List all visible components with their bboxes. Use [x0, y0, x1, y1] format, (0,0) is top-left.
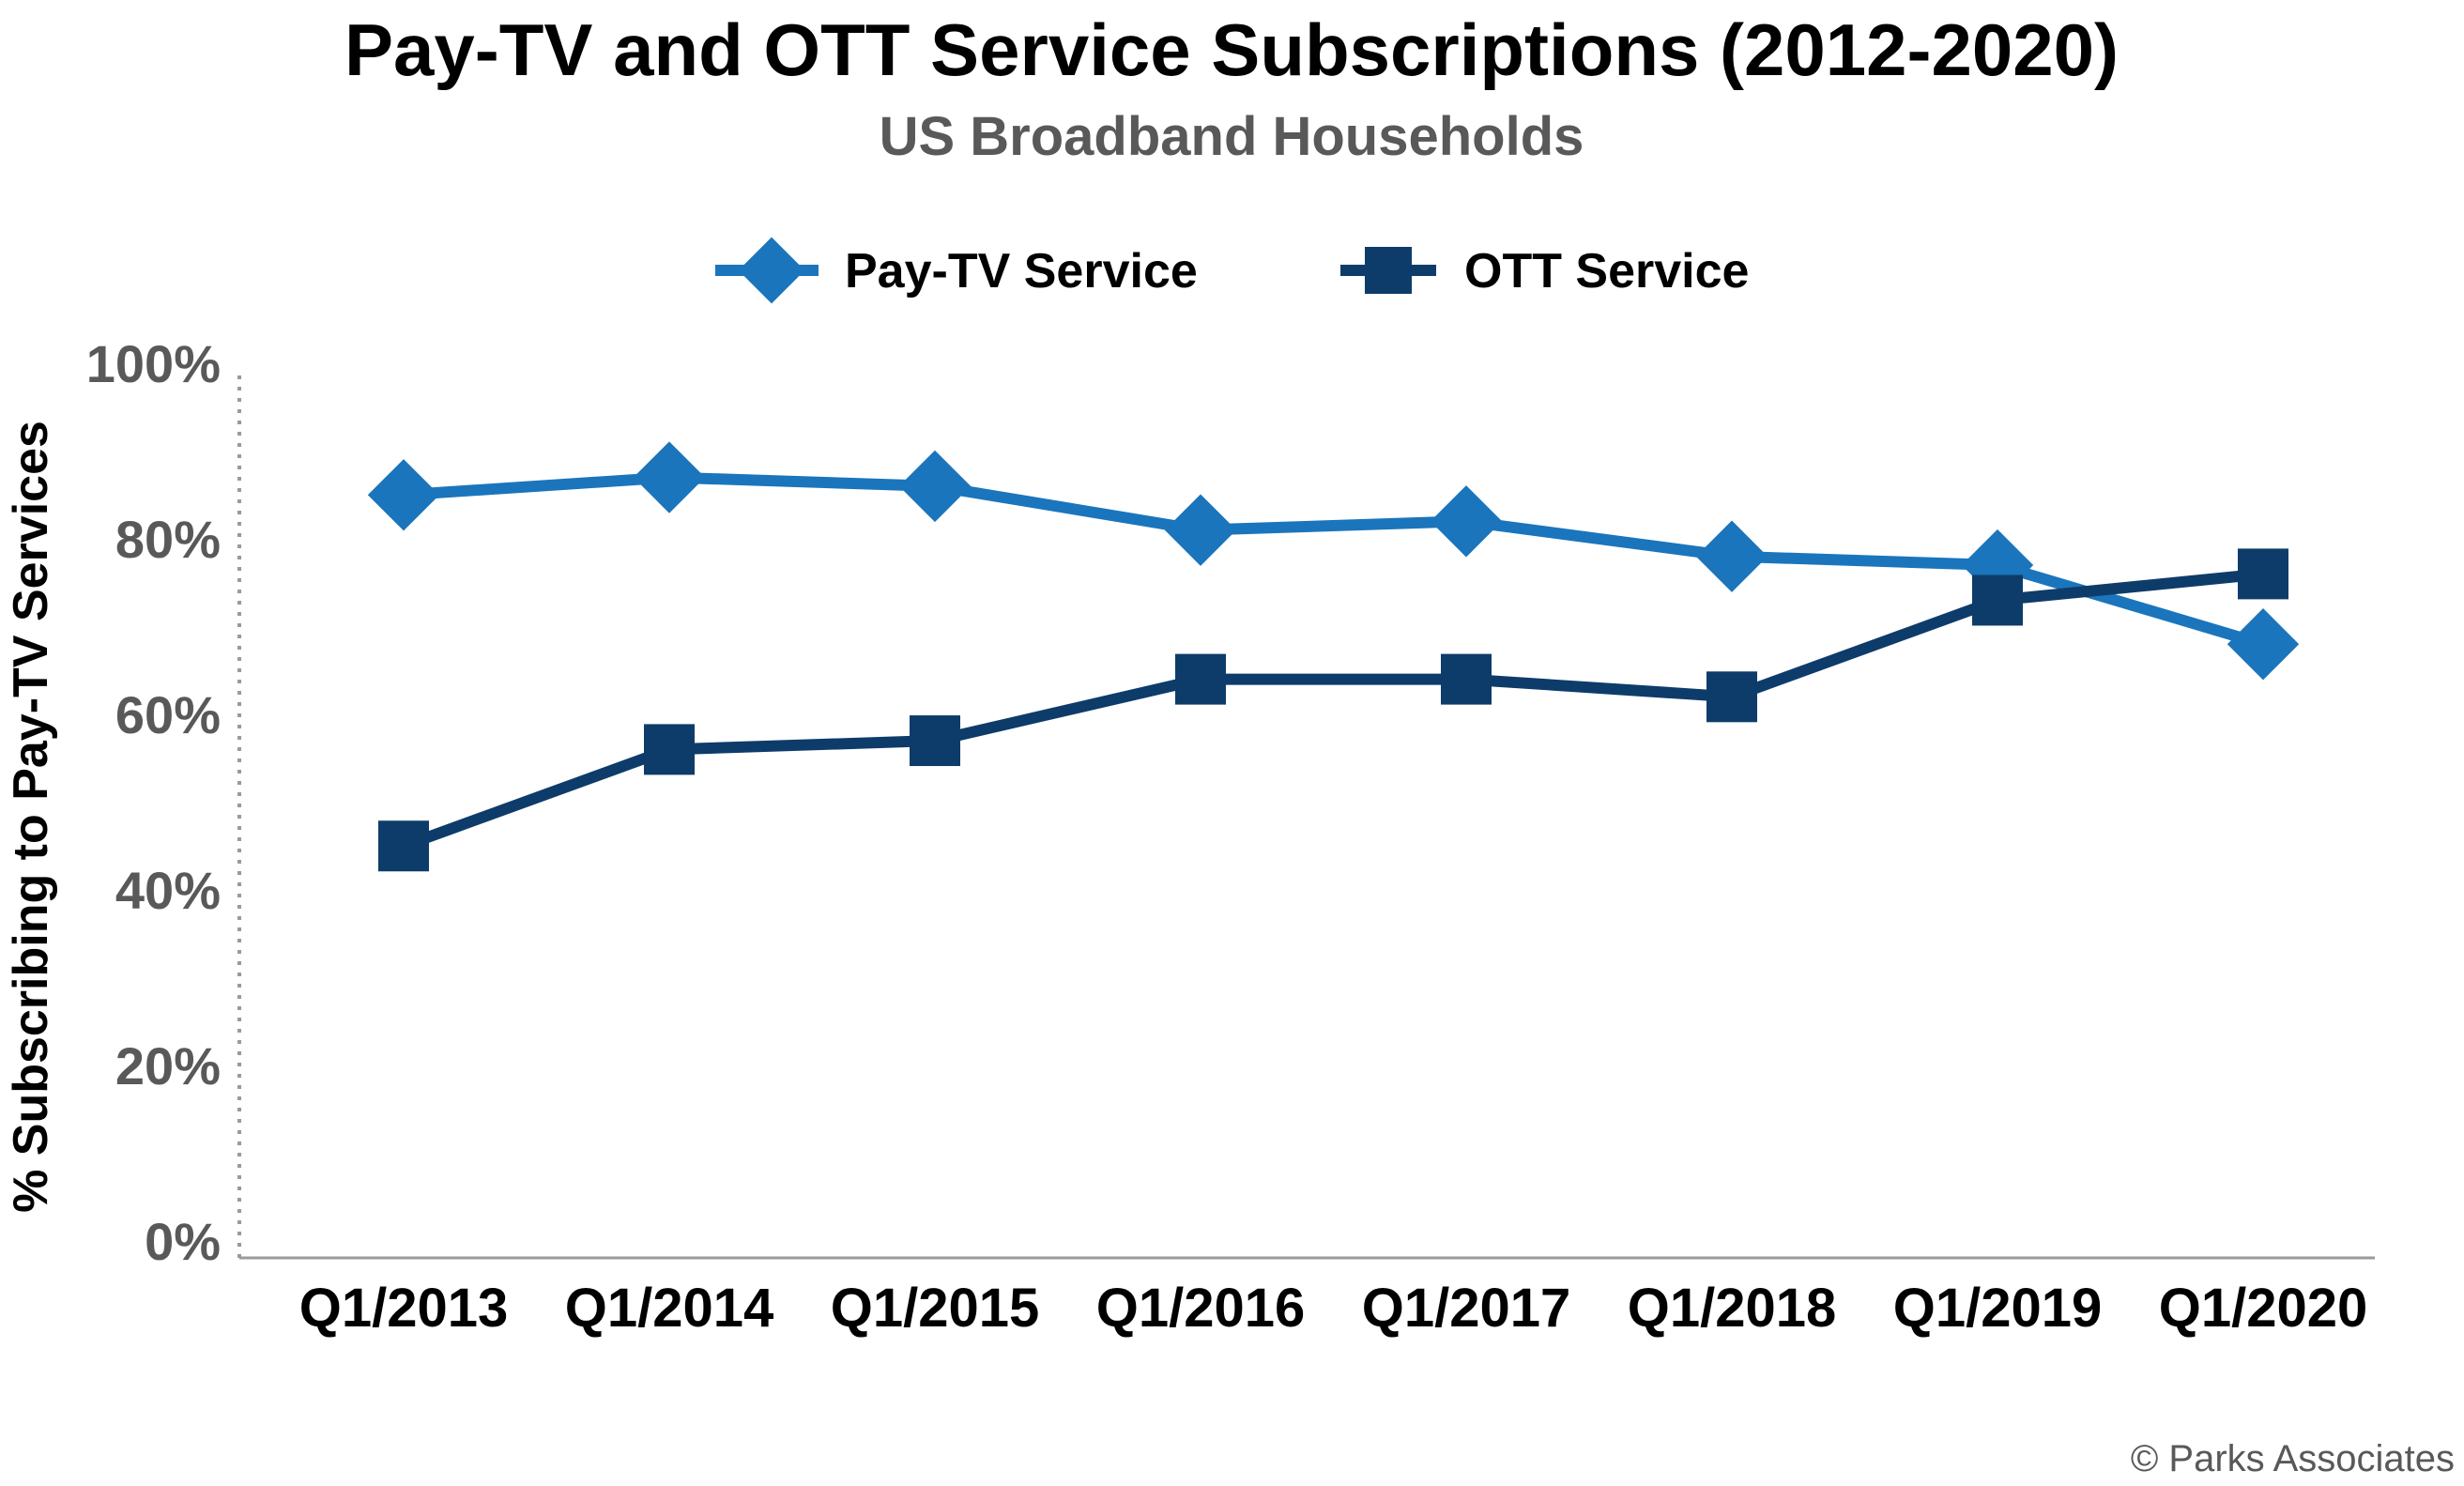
legend-label-paytv: Pay-TV Service — [845, 244, 1198, 299]
x-tick-label: Q1/2017 — [1362, 1278, 1571, 1339]
legend-marker-paytv-diamond — [738, 237, 805, 304]
ott-data-point — [1706, 671, 1757, 723]
y-tick-label: 60% — [115, 685, 221, 744]
y-tick-label: 100% — [86, 334, 221, 393]
paytv-data-point — [633, 441, 706, 513]
x-tick-label: Q1/2020 — [2159, 1278, 2368, 1339]
x-tick-label: Q1/2015 — [831, 1278, 1040, 1339]
x-tick-labels: Q1/2013 Q1/2014 Q1/2015 Q1/2016 Q1/2017 Q1/20… — [299, 1278, 2368, 1339]
chart-subtitle: US Broadband Households — [880, 106, 1584, 167]
legend-marker-ott-square — [1365, 247, 1412, 294]
legend: Pay-TV Service OTT Service — [715, 237, 1749, 304]
series-line-paytv — [403, 471, 2265, 650]
paytv-data-point — [898, 450, 972, 523]
ott-data-point — [378, 820, 429, 872]
y-tick-label: 40% — [115, 861, 221, 920]
series-line-ott — [401, 568, 2264, 851]
y-axis-label: % Subscribing to Pay-TV Services — [4, 421, 58, 1213]
x-tick-label: Q1/2013 — [299, 1278, 509, 1339]
ott-data-point — [2238, 548, 2288, 600]
series-layer — [367, 441, 2300, 872]
paytv-data-point — [1695, 520, 1768, 592]
x-tick-label: Q1/2014 — [565, 1278, 774, 1339]
legend-label-ott: OTT Service — [1464, 244, 1749, 299]
paytv-data-point — [2227, 608, 2300, 681]
ott-data-point — [910, 715, 960, 767]
y-tick-label: 0% — [145, 1212, 221, 1271]
ott-data-point — [1441, 653, 1492, 705]
y-tick-label: 20% — [115, 1036, 221, 1095]
chart-title: Pay-TV and OTT Service Subscriptions (20… — [344, 8, 2119, 91]
y-tick-labels: 0% 20% 40% 60% 80% 100% — [86, 334, 221, 1271]
copyright-credit: © Parks Associates — [2131, 1438, 2455, 1479]
y-tick-label: 80% — [115, 510, 221, 569]
paytv-data-point — [367, 459, 440, 531]
x-tick-label: Q1/2016 — [1096, 1278, 1306, 1339]
x-tick-label: Q1/2019 — [1893, 1278, 2103, 1339]
paytv-data-point — [1430, 485, 1503, 558]
ott-data-point — [644, 724, 695, 775]
x-tick-label: Q1/2018 — [1628, 1278, 1837, 1339]
ott-data-point — [1972, 574, 2023, 626]
ott-data-point — [1175, 653, 1226, 705]
paytv-data-point — [1164, 494, 1237, 566]
